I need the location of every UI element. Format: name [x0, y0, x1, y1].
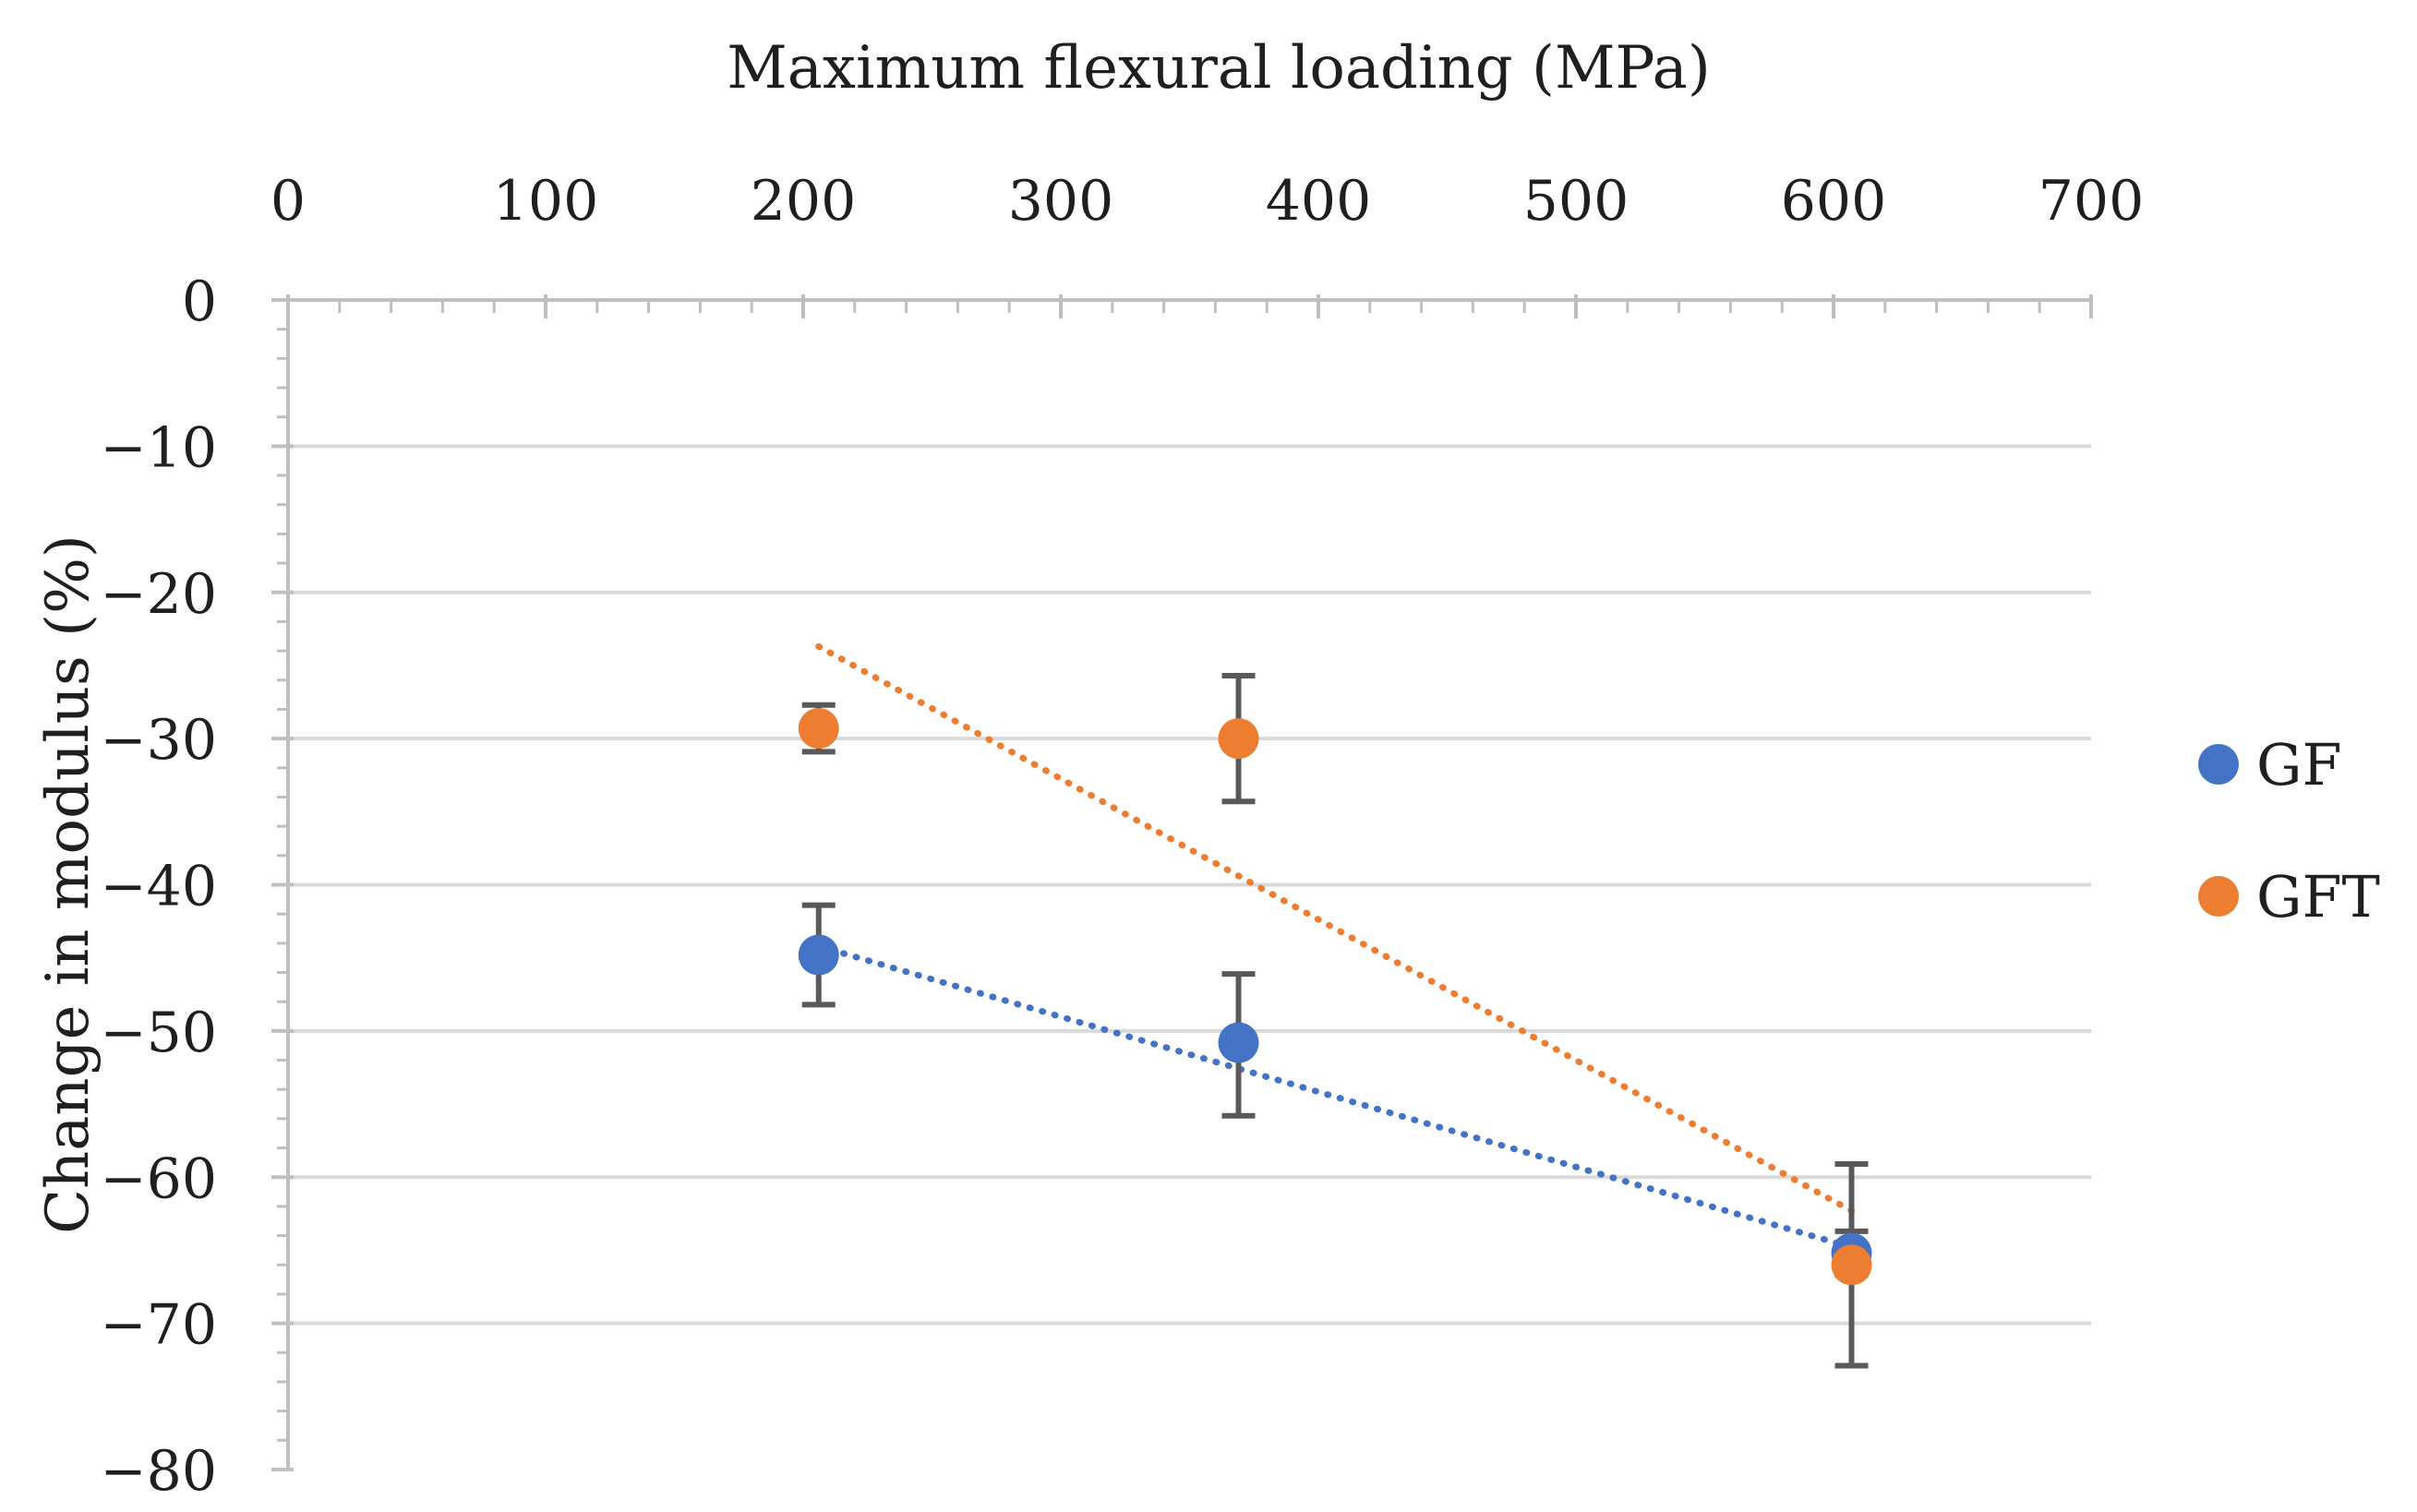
grid-layer — [288, 298, 2091, 1326]
y-tick-label: −60 — [100, 1146, 217, 1211]
legend-label-gft: GFT — [2256, 863, 2380, 930]
trendline-layer — [815, 642, 1856, 1251]
x-tick-label: 500 — [1523, 169, 1629, 234]
data-point-gft — [1218, 718, 1259, 760]
y-tick-label: −50 — [100, 1001, 217, 1065]
trendline-gft — [815, 642, 1856, 1215]
legend-marker-gft — [2198, 876, 2239, 917]
y-tick-label: −20 — [100, 562, 217, 627]
data-point-gf — [798, 934, 839, 976]
label-layer: Maximum flexural loading (MPa) Change in… — [34, 34, 1711, 1234]
error-bar-layer — [801, 673, 1869, 1369]
data-point-gft — [798, 708, 839, 750]
y-tick-label: −80 — [100, 1439, 217, 1504]
x-tick-label: 0 — [271, 169, 306, 234]
y-axis-title: Change in modulus (%) — [34, 534, 102, 1234]
y-tick-label: −40 — [100, 855, 217, 919]
data-point-gft — [1831, 1244, 1872, 1286]
x-tick-label: 400 — [1266, 169, 1372, 234]
trendline-gf — [815, 942, 1856, 1251]
point-layer — [798, 708, 1872, 1286]
x-tick-label: 300 — [1008, 169, 1114, 234]
legend-marker-gf — [2198, 744, 2239, 785]
x-axis-title: Maximum flexural loading (MPa) — [727, 34, 1711, 102]
legend: GF GFT — [2198, 731, 2380, 930]
x-tick-label: 100 — [493, 169, 599, 234]
y-tick-label: 0 — [182, 270, 217, 334]
x-tick-label: 600 — [1781, 169, 1887, 234]
x-tick-label: 200 — [751, 169, 857, 234]
data-point-gf — [1218, 1022, 1259, 1063]
y-tick-label: −10 — [100, 415, 217, 480]
x-tick-label: 700 — [2038, 169, 2145, 234]
axis-layer: 0 −10 −20 −30 −40 −50 −60 −70 −80 0 100 200 300 400 50… — [100, 169, 2144, 1504]
legend-label-gf: GF — [2256, 731, 2342, 798]
y-tick-label: −30 — [100, 708, 217, 773]
y-tick-label: −70 — [100, 1293, 217, 1358]
